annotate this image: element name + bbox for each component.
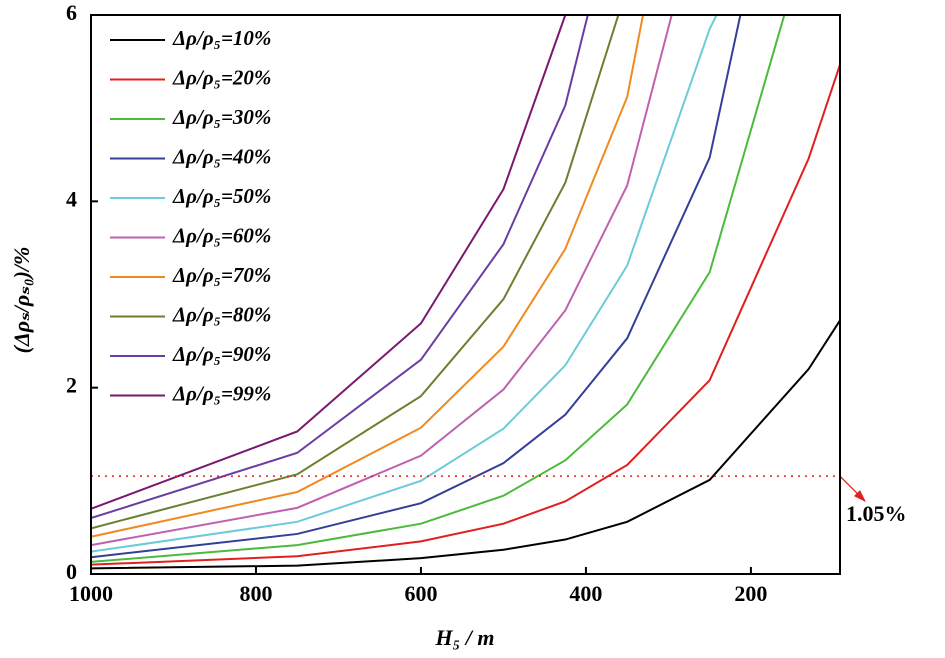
y-tick-label: 2: [66, 373, 77, 398]
legend-label: Δρ/ρ₅=70%: [172, 263, 271, 287]
plot-frame: [90, 14, 841, 575]
series-line: [91, 15, 718, 553]
series-line: [91, 318, 840, 570]
legend-label: Δρ/ρ₅=90%: [172, 342, 271, 366]
series-line: [91, 15, 620, 530]
x-tick-label: 600: [404, 581, 437, 606]
y-tick-label: 0: [66, 559, 77, 584]
legend-label: Δρ/ρ₅=50%: [172, 184, 271, 208]
legend-label: Δρ/ρ₅=30%: [172, 105, 271, 129]
series-line: [91, 15, 786, 563]
legend-label: Δρ/ρ₅=80%: [172, 302, 271, 326]
annotation-arrowhead: [854, 490, 866, 503]
series-line: [91, 15, 645, 538]
series-line: [91, 15, 673, 547]
annotation-arrow: [839, 475, 861, 497]
x-tick-label: 800: [239, 581, 272, 606]
x-tick-label: 200: [734, 581, 767, 606]
y-tick-label: 4: [66, 186, 77, 211]
x-tick-label: 1000: [69, 581, 113, 606]
annotation-label: 1.05%: [846, 501, 907, 526]
legend-label: Δρ/ρ₅=10%: [172, 26, 271, 50]
legend-label: Δρ/ρ₅=60%: [172, 223, 271, 247]
x-tick-label: 400: [569, 581, 602, 606]
series-line: [91, 15, 742, 559]
series-line: [91, 15, 589, 520]
x-axis-label: H₅ / m: [434, 625, 494, 650]
legend-label: Δρ/ρ₅=40%: [172, 144, 271, 168]
plot-lines: [91, 15, 840, 570]
y-axis-label: (Δρₛ/ρₛ₀)/%: [9, 247, 34, 354]
series-line: [91, 15, 567, 510]
legend-label: Δρ/ρ₅=20%: [172, 65, 271, 89]
series-line: [91, 61, 840, 566]
legend-label: Δρ/ρ₅=99%: [172, 381, 271, 405]
y-tick-label: 6: [66, 0, 77, 25]
